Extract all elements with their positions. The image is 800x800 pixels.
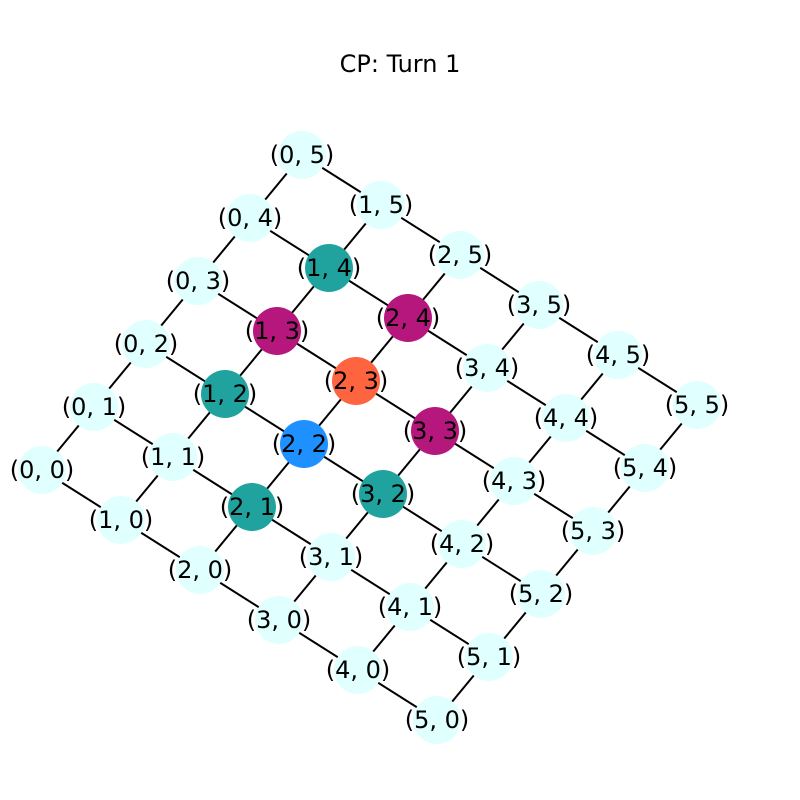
node-label-5-1: (5, 1) — [457, 643, 522, 671]
node-3-3 — [411, 407, 459, 455]
node-label-3-5: (3, 5) — [507, 291, 572, 319]
node-label-4-4: (4, 4) — [534, 404, 599, 432]
edge-layer — [41, 154, 698, 721]
node-0-1 — [70, 383, 118, 431]
node-5-2 — [517, 570, 565, 618]
node-label-0-0: (0, 0) — [10, 456, 75, 484]
node-2-2 — [280, 420, 328, 468]
node-2-4 — [384, 294, 432, 342]
node-5-3 — [569, 507, 617, 555]
node-3-5 — [515, 281, 563, 329]
node-label-0-5: (0, 5) — [270, 141, 335, 169]
node-0-3 — [174, 257, 222, 305]
node-label-1-0: (1, 0) — [89, 506, 154, 534]
node-label-4-5: (4, 5) — [586, 341, 651, 369]
node-3-2 — [359, 470, 407, 518]
node-label-2-1: (2, 1) — [220, 493, 285, 521]
node-4-0 — [334, 646, 382, 694]
node-label-0-1: (0, 1) — [62, 393, 127, 421]
node-5-0 — [413, 696, 461, 744]
node-3-1 — [307, 533, 355, 581]
node-0-2 — [122, 320, 170, 368]
node-1-5 — [357, 181, 405, 229]
node-label-1-2: (1, 2) — [193, 380, 258, 408]
node-2-1 — [228, 483, 276, 531]
node-label-3-2: (3, 2) — [351, 480, 416, 508]
node-label-4-3: (4, 3) — [482, 467, 547, 495]
label-layer: (0, 0) (0, 1) (0, 2) (0, 3) (0, 4) (0, 5) (1, … — [10, 141, 730, 734]
node-label-3-1: (3, 1) — [299, 543, 364, 571]
node-label-1-1: (1, 1) — [141, 443, 206, 471]
node-1-4 — [305, 244, 353, 292]
node-1-0 — [97, 496, 145, 544]
node-2-0 — [176, 546, 224, 594]
node-5-4 — [621, 444, 669, 492]
node-4-3 — [490, 457, 538, 505]
node-1-1 — [149, 433, 197, 481]
node-label-4-0: (4, 0) — [326, 656, 391, 684]
node-label-4-2: (4, 2) — [430, 530, 495, 558]
node-3-4 — [463, 344, 511, 392]
node-label-0-3: (0, 3) — [166, 267, 231, 295]
node-label-0-2: (0, 2) — [114, 330, 179, 358]
node-label-2-0: (2, 0) — [168, 556, 233, 584]
node-4-1 — [386, 583, 434, 631]
node-label-2-5: (2, 5) — [428, 241, 493, 269]
node-label-1-4: (1, 4) — [297, 254, 362, 282]
node-label-1-3: (1, 3) — [245, 317, 310, 345]
node-1-2 — [201, 370, 249, 418]
node-label-5-0: (5, 0) — [405, 706, 470, 734]
node-label-2-3: (2, 3) — [324, 367, 389, 395]
node-2-5 — [436, 231, 484, 279]
node-label-2-2: (2, 2) — [272, 430, 337, 458]
node-label-5-2: (5, 2) — [509, 580, 574, 608]
node-3-0 — [255, 596, 303, 644]
node-5-1 — [465, 633, 513, 681]
node-0-0 — [18, 446, 66, 494]
node-label-3-0: (3, 0) — [247, 606, 312, 634]
plot-title: CP: Turn 1 — [339, 50, 461, 78]
node-label-0-4: (0, 4) — [218, 204, 283, 232]
node-label-2-4: (2, 4) — [376, 304, 441, 332]
node-label-3-3: (3, 3) — [403, 417, 468, 445]
node-4-2 — [438, 520, 486, 568]
node-2-3 — [332, 357, 380, 405]
node-4-4 — [542, 394, 590, 442]
node-label-5-5: (5, 5) — [665, 391, 730, 419]
node-4-5 — [594, 331, 642, 379]
node-1-3 — [253, 307, 301, 355]
node-5-5 — [673, 381, 721, 429]
node-0-5 — [278, 131, 326, 179]
node-0-4 — [226, 194, 274, 242]
node-label-3-4: (3, 4) — [455, 354, 520, 382]
node-label-5-4: (5, 4) — [613, 454, 678, 482]
node-label-5-3: (5, 3) — [561, 517, 626, 545]
node-label-1-5: (1, 5) — [349, 191, 414, 219]
node-label-4-1: (4, 1) — [378, 593, 443, 621]
node-layer — [18, 131, 721, 744]
